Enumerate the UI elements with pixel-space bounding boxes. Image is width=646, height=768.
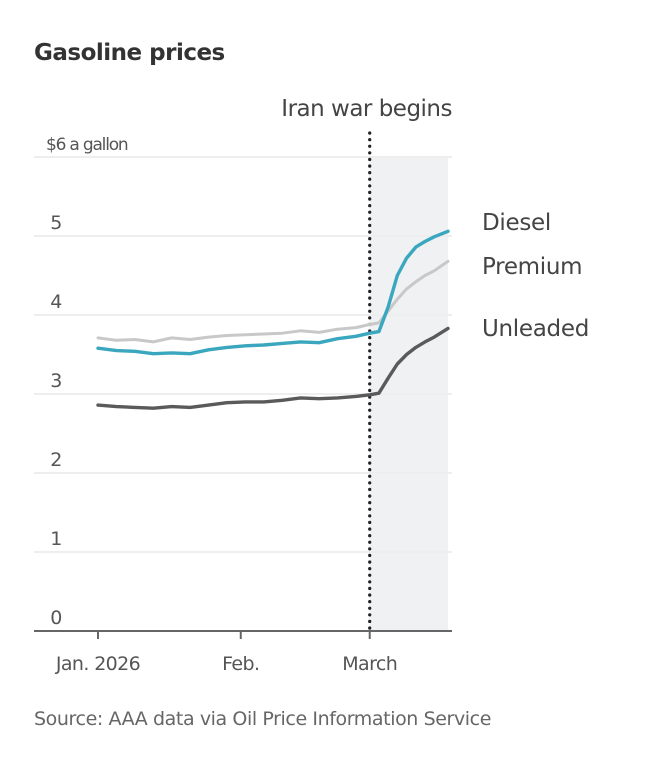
- y-tick-label: 3: [50, 370, 62, 392]
- x-tick-label: Jan. 2026: [55, 653, 140, 675]
- legend: Diesel Premium Unleaded: [482, 210, 589, 342]
- series-line-unleaded: [96, 326, 450, 410]
- x-tick-label: March: [342, 653, 397, 675]
- war-begins-annotation: Iran war begins: [281, 96, 452, 122]
- line-chart: 0 1 2 3 4 5 $6 a gallon Iran war begins Jan. 2…: [34, 96, 589, 675]
- series-line-diesel: [96, 229, 450, 356]
- chart-title: Gasoline prices: [34, 40, 225, 66]
- y-tick-label: 2: [50, 449, 62, 471]
- y-tick-label: 1: [50, 528, 62, 550]
- source-note: Source: AAA data via Oil Price Informati…: [34, 708, 492, 730]
- legend-diesel: Diesel: [482, 210, 551, 236]
- x-axis-ticks: Jan. 2026 Feb. March: [55, 631, 398, 675]
- x-tick-label: Feb.: [222, 653, 259, 675]
- y-tick-label: 5: [50, 212, 62, 234]
- series-lines: [96, 229, 450, 410]
- y-axis-labels: 0 1 2 3 4 5 $6 a gallon: [46, 135, 129, 629]
- gridlines: [34, 156, 452, 553]
- series-line-premium: [96, 259, 450, 344]
- legend-unleaded: Unleaded: [482, 316, 589, 342]
- y-tick-label: 4: [50, 291, 62, 313]
- legend-premium: Premium: [482, 254, 582, 280]
- y-tick-label: $6 a gallon: [46, 135, 128, 155]
- y-tick-label: 0: [50, 607, 62, 629]
